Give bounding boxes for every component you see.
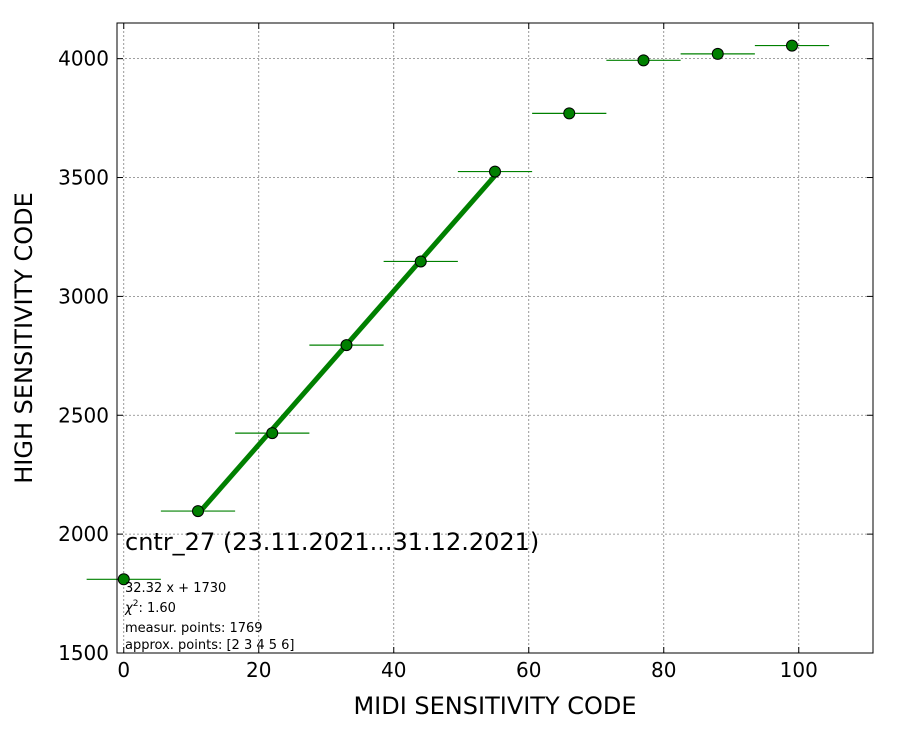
axis-ticks: 0 20 40 60 80 100 1500 2000 2500 3000 3500 4000	[58, 23, 873, 682]
x-tick-label: 20	[246, 658, 271, 682]
data-point	[786, 39, 798, 52]
approx-points-label: approx. points: [2 3 4 5 6]	[125, 638, 295, 653]
data-point	[266, 427, 279, 440]
data-point	[340, 339, 353, 352]
x-tick-label: 80	[651, 658, 676, 682]
chi2-superscript: 2	[133, 599, 139, 609]
data-point	[637, 54, 650, 67]
y-tick-label: 1500	[58, 641, 109, 665]
grid-lines	[117, 23, 873, 654]
fit-equation: 32.32 x + 1730	[125, 581, 226, 596]
data-point	[414, 255, 427, 268]
x-tick-label: 100	[780, 658, 818, 682]
y-tick-label: 2500	[58, 403, 109, 427]
data-point	[563, 107, 576, 120]
error-bars	[86, 44, 830, 580]
y-tick-label: 2000	[58, 522, 109, 546]
chi2-value: : 1.60	[138, 601, 175, 616]
data-points	[117, 39, 798, 586]
x-tick-label: 0	[117, 658, 130, 682]
x-axis-label: MIDI SENSITIVITY CODE	[353, 692, 636, 720]
x-tick-label: 60	[516, 658, 541, 682]
chi2-label: χ2: 1.60	[124, 599, 176, 616]
data-point	[489, 165, 501, 178]
x-tick-label: 40	[381, 658, 406, 682]
y-tick-label: 3000	[58, 284, 109, 308]
annotation-title: cntr_27 (23.11.2021...31.12.2021)	[125, 528, 539, 556]
data-point	[192, 505, 204, 518]
plot-frame	[116, 22, 874, 654]
y-axis-label: HIGH SENSITIVITY CODE	[10, 192, 38, 484]
chi2-symbol: χ	[124, 601, 134, 616]
data-point	[711, 47, 724, 60]
y-tick-label: 3500	[58, 166, 109, 190]
measur-points-label: measur. points: 1769	[125, 621, 263, 636]
y-tick-label: 4000	[58, 47, 109, 71]
data-point	[117, 573, 130, 586]
